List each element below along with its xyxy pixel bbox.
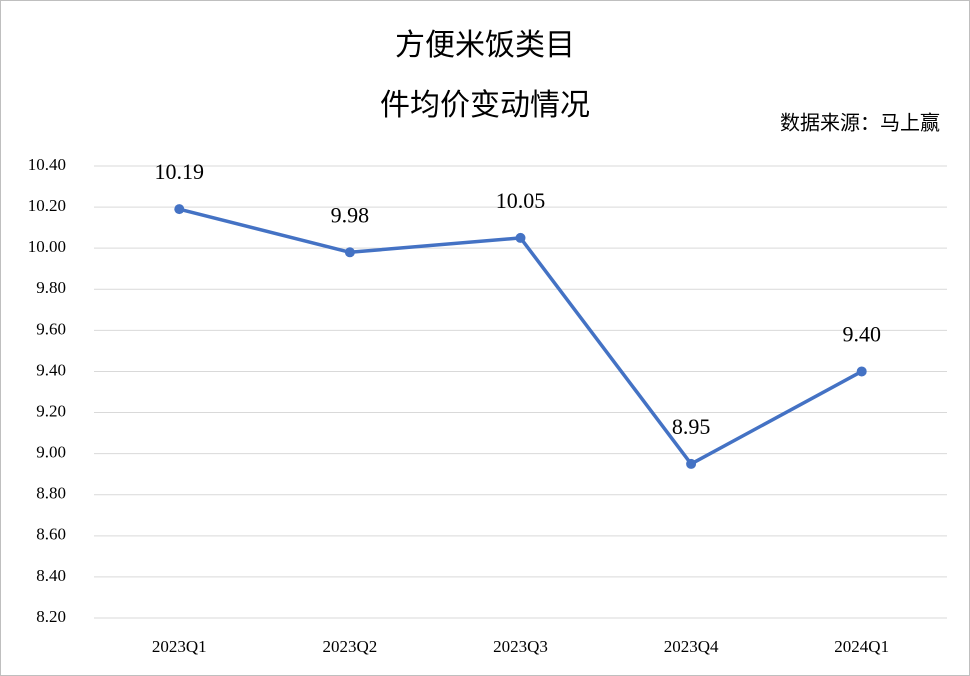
chart-title: 件均价变动情况 (380, 89, 590, 122)
data-point (174, 204, 185, 215)
y-tick-label: 10.00 (28, 237, 66, 256)
data-point (344, 247, 355, 258)
x-tick-label: 2023Q1 (152, 637, 207, 656)
data-label: 10.19 (155, 159, 205, 184)
y-tick-label: 10.40 (28, 155, 66, 174)
y-tick-label: 9.00 (36, 443, 66, 462)
data-label: 10.05 (496, 188, 546, 213)
y-tick-label: 9.40 (36, 360, 66, 379)
y-tick-label: 8.60 (36, 525, 66, 544)
data-label: 9.40 (842, 322, 881, 347)
data-label: 8.95 (672, 414, 711, 439)
y-tick-label: 8.80 (36, 484, 66, 503)
y-tick-label: 8.40 (36, 566, 66, 585)
y-tick-label: 9.60 (36, 319, 66, 338)
x-tick-label: 2023Q3 (493, 637, 548, 656)
chart-title: 方便米饭类目 (395, 29, 575, 62)
data-point (686, 458, 697, 469)
data-label: 9.98 (331, 202, 370, 227)
x-tick-label: 2023Q2 (323, 637, 378, 656)
source-note: 数据来源：马上赢 (780, 112, 940, 135)
y-tick-label: 8.20 (36, 607, 66, 626)
y-tick-label: 9.80 (36, 278, 66, 297)
data-point (515, 232, 526, 243)
x-tick-label: 2023Q4 (664, 637, 719, 656)
y-tick-label: 9.20 (36, 401, 66, 420)
y-tick-label: 10.20 (28, 196, 66, 215)
x-tick-label: 2024Q1 (834, 637, 889, 656)
data-point (856, 366, 867, 377)
